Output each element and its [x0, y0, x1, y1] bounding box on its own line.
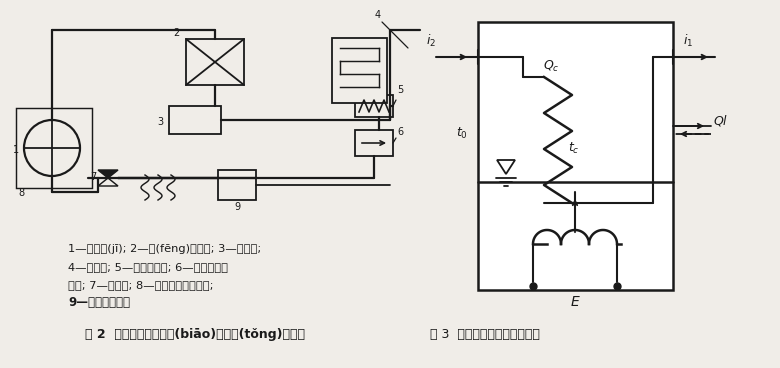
Text: 9: 9: [234, 202, 240, 212]
Text: 4—過冷器; 5—干燥過濾器; 6—渦輪流量變: 4—過冷器; 5—干燥過濾器; 6—渦輪流量變: [68, 262, 228, 272]
Bar: [332, 38, 387, 103]
Bar: [355, 95, 393, 117]
Text: 圖 2  渦輪流量變送器標(biāo)定系統(tǒng)原理圖: 圖 2 渦輪流量變送器標(biāo)定系統(tǒng)原理圖: [85, 328, 305, 341]
Text: 2: 2: [174, 28, 180, 38]
Text: 7: 7: [90, 172, 96, 182]
Bar: [169, 106, 221, 134]
Bar: [16, 108, 92, 188]
Text: $Ql$: $Ql$: [713, 113, 729, 127]
Bar: [218, 170, 256, 200]
Bar: [355, 130, 393, 156]
Text: $t_c$: $t_c$: [568, 141, 580, 156]
Text: 8: 8: [18, 188, 24, 198]
Text: 1—壓縮機(jī); 2—風(fēng)冷凝器; 3—儲液器;: 1—壓縮機(jī); 2—風(fēng)冷凝器; 3—儲液器;: [68, 244, 261, 254]
Text: $i_2$: $i_2$: [426, 33, 436, 49]
Text: $E$: $E$: [570, 295, 581, 309]
Text: 9—含油測定裝置: 9—含油測定裝置: [68, 296, 130, 309]
Text: $t_0$: $t_0$: [456, 126, 468, 141]
Text: 6: 6: [397, 127, 403, 137]
Bar: [478, 22, 673, 290]
Text: 4: 4: [375, 10, 381, 20]
Polygon shape: [98, 170, 118, 178]
Text: $i_1$: $i_1$: [683, 33, 693, 49]
Text: $Q_c$: $Q_c$: [543, 59, 559, 74]
Text: 3: 3: [157, 117, 163, 127]
Text: 1: 1: [13, 145, 19, 155]
Text: 5: 5: [397, 85, 403, 95]
Bar: [186, 39, 244, 85]
Text: 圖 3  二次制冷劑量熱計示意圖: 圖 3 二次制冷劑量熱計示意圖: [430, 328, 540, 341]
Text: 送器; 7—膨脹閥; 8—二次制冷劑量熱計;: 送器; 7—膨脹閥; 8—二次制冷劑量熱計;: [68, 280, 214, 290]
